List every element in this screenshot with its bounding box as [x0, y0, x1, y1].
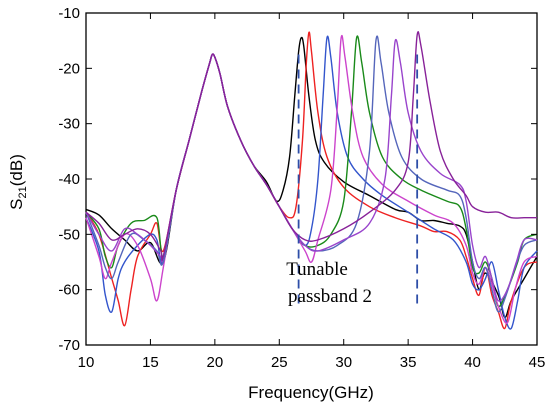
x-tick-label: 10 — [78, 354, 95, 371]
x-tick-label: 30 — [335, 354, 352, 371]
annotation-line-2: passband 2 — [288, 286, 372, 307]
y-tick-label: -20 — [58, 60, 80, 77]
y-axis-title-base: S — [7, 199, 26, 210]
y-tick-label: -50 — [58, 226, 80, 243]
series-group — [85, 31, 538, 330]
y-axis-title: S21(dB) — [7, 154, 29, 210]
series-line-5 — [85, 34, 538, 324]
x-tick-label: 25 — [271, 354, 288, 371]
x-axis-title: Frequency(GHz) — [248, 383, 374, 402]
y-axis-title-sub: 21 — [17, 186, 29, 198]
x-tick-label: 15 — [142, 354, 159, 371]
x-tick-label: 35 — [400, 354, 417, 371]
axis-ticks: 10 15 20 25 30 35 40 45 -70 -60 -50 -40 -30 -20 -10 — [58, 5, 545, 371]
x-tick-label: 20 — [207, 354, 224, 371]
passband-markers — [297, 54, 419, 310]
x-tick-label: 40 — [464, 354, 481, 371]
series-line-8 — [85, 31, 537, 262]
y-tick-label: -70 — [58, 337, 80, 354]
y-tick-label: -10 — [58, 5, 80, 22]
y-axis-title-tail: (dB) — [7, 154, 26, 186]
x-tick-label: 45 — [529, 354, 546, 371]
y-tick-label: -40 — [58, 171, 80, 188]
series-line-2 — [85, 31, 538, 330]
y-tick-label: -30 — [58, 116, 80, 133]
y-tick-label: -60 — [58, 282, 80, 299]
annotation-line-1: Tunable — [286, 259, 348, 280]
